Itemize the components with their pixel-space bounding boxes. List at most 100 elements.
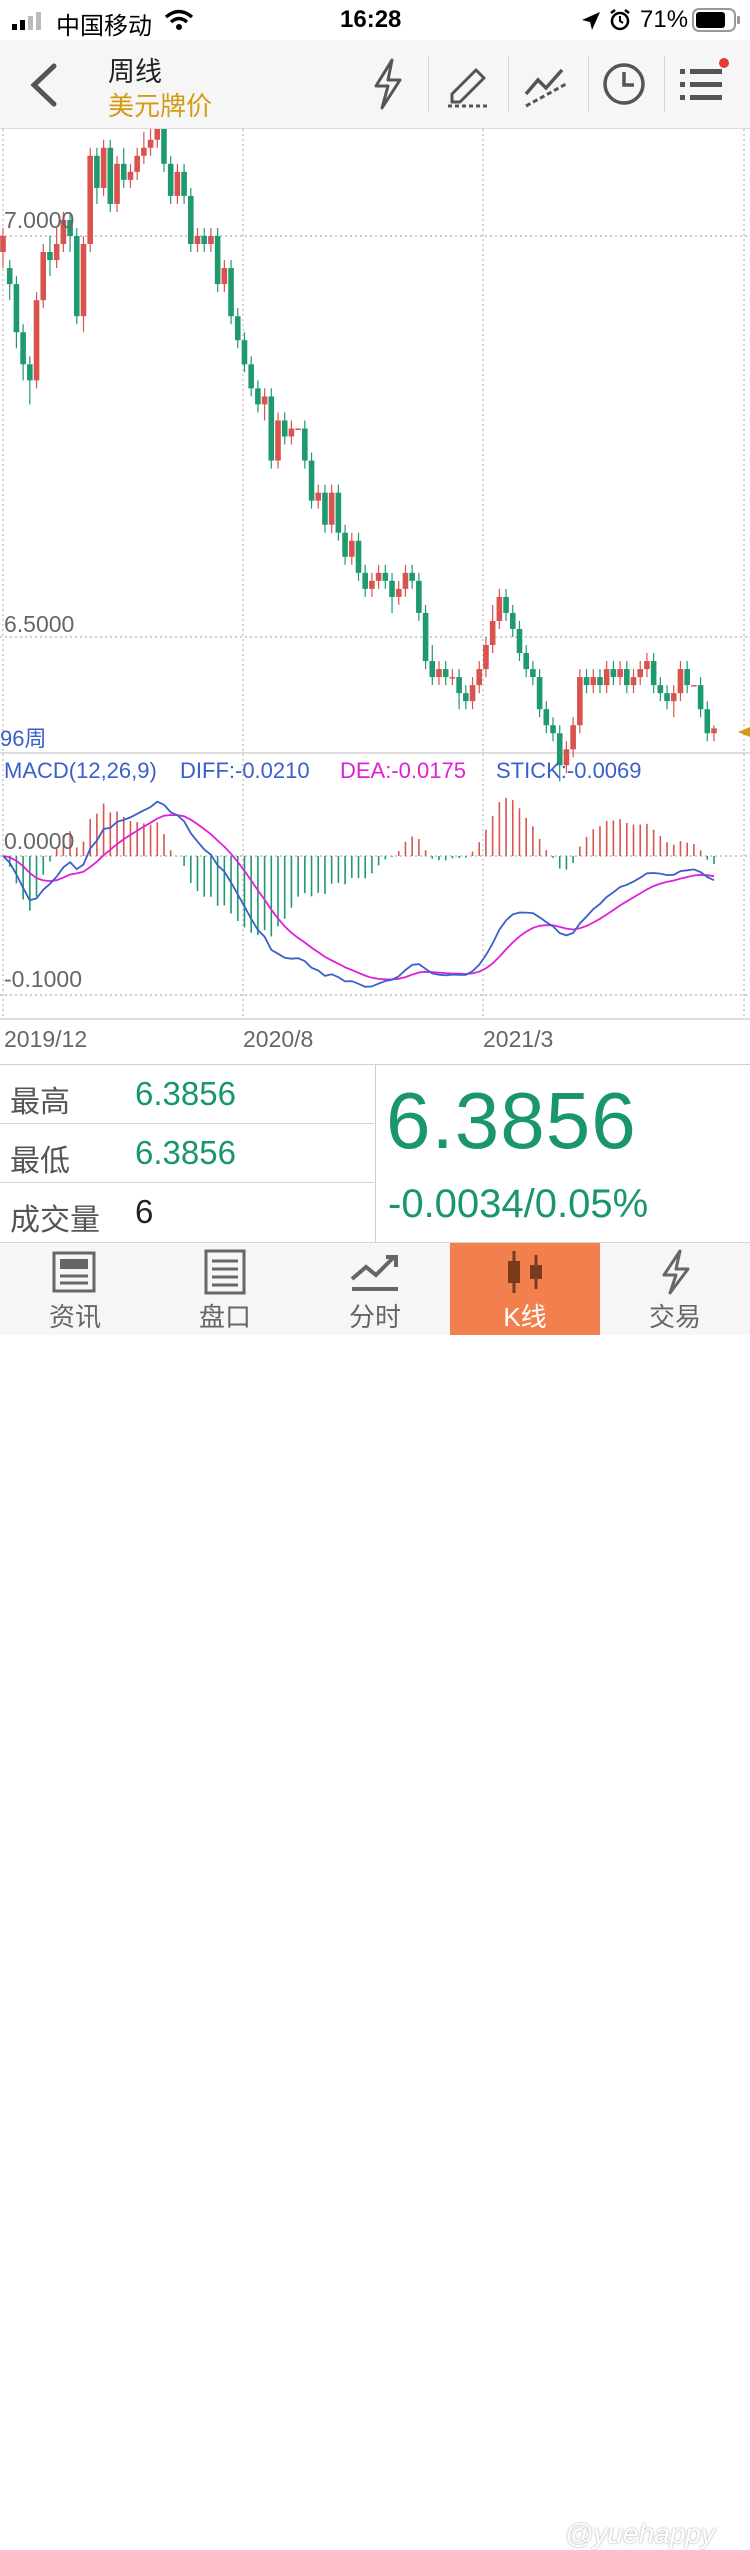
candle-body [181, 171, 187, 196]
trendline-button[interactable] [516, 54, 576, 114]
candle-body [597, 677, 603, 686]
candle-body [281, 420, 288, 437]
price-change: -0.0034/0.05% [388, 1182, 649, 1226]
candle-body [0, 236, 6, 253]
candle-body [120, 163, 127, 180]
macd-tick-label: -0.1000 [4, 966, 82, 992]
candle-body [47, 252, 53, 261]
candle-body [369, 580, 375, 589]
history-button[interactable] [594, 54, 654, 114]
candle-body [657, 685, 664, 694]
candle-body [94, 155, 100, 188]
tab-timeshare[interactable]: 分时 [300, 1243, 450, 1335]
candle-body [288, 428, 295, 437]
candle-body [711, 728, 717, 734]
tab-label: 分时 [348, 1302, 401, 1332]
date-axis-label: 2020/8 [243, 1026, 313, 1052]
kline-chart[interactable]: 7.0000 6.5000 96周 MACD(12,26,9) DIFF:-0.… [0, 129, 750, 1064]
menu-button[interactable] [672, 54, 732, 114]
candle-body [161, 129, 167, 164]
candle-body [134, 155, 140, 172]
tab-trade[interactable]: 交易 [600, 1243, 750, 1335]
low-value: 6.3856 [135, 1134, 236, 1171]
status-bar: 中国移动 16:28 71% [0, 0, 750, 40]
candle-body [174, 171, 181, 196]
flash-button[interactable] [358, 54, 418, 114]
news-icon [52, 1251, 96, 1293]
candle-body [449, 677, 456, 679]
watermark-text: @yuehappy [565, 2518, 715, 2549]
candle-body [483, 645, 489, 670]
candle-body [523, 653, 529, 670]
candle-body [577, 677, 583, 726]
candle-body [40, 252, 47, 301]
candle-body [167, 163, 174, 196]
dea-value-label: DEA:-0.0175 [340, 758, 466, 783]
price-tick-label: 6.5000 [4, 611, 74, 637]
candle-body [308, 460, 315, 501]
candle-body [637, 669, 644, 678]
candle-body [429, 661, 436, 678]
candle-body [684, 669, 690, 686]
candle-body [114, 163, 120, 204]
kline-chart-svg[interactable]: 7.0000 6.5000 96周 MACD(12,26,9) DIFF:-0.… [0, 129, 750, 1064]
battery-icon [692, 8, 740, 32]
candle-body [147, 139, 154, 148]
carrier-label: 中国移动 [56, 13, 152, 40]
tab-news[interactable]: 资讯 [0, 1243, 150, 1335]
candle-body [509, 612, 516, 629]
candle-body [644, 661, 650, 670]
quote-high-row: 最高 6.3856 [0, 1065, 374, 1124]
candle-body [228, 268, 234, 317]
clock-time: 16:28 [340, 6, 402, 33]
draw-button[interactable] [438, 54, 498, 114]
candle-body [603, 669, 610, 686]
timeshare-icon [350, 1255, 398, 1291]
current-price: 6.3856 [386, 1076, 637, 1165]
page-subtitle: 美元牌价 [108, 91, 213, 121]
period-count-label: 96周 [0, 726, 46, 751]
draw-pen-icon [448, 68, 488, 108]
candle-body [302, 428, 308, 461]
candle-body [214, 236, 221, 285]
candle-body [516, 628, 523, 654]
toolbar-divider [428, 56, 429, 112]
candle-body [530, 669, 536, 678]
stick-value-label: STICK:-0.0069 [496, 758, 642, 783]
current-price-marker [738, 727, 750, 737]
volume-label: 成交量 [10, 1204, 100, 1237]
tab-label: 盘口 [198, 1302, 251, 1332]
candle-body [268, 396, 275, 461]
candle-body [416, 580, 422, 613]
page-title: 周线 [108, 57, 162, 87]
candle-body [536, 677, 543, 710]
tab-kline[interactable]: K线 [450, 1243, 600, 1335]
candle-body [550, 725, 556, 734]
date-axis-label: 2021/3 [483, 1026, 553, 1052]
tab-orderbook[interactable]: 盘口 [150, 1243, 300, 1335]
candle-body [342, 532, 348, 557]
candle-body [463, 693, 469, 702]
candle-body [650, 661, 657, 686]
wifi-icon [164, 9, 194, 30]
candle-body [20, 332, 26, 365]
candle-body [248, 364, 254, 389]
diff-value-label: DIFF:-0.0210 [180, 758, 310, 783]
candle-body [489, 620, 496, 646]
candle-body [624, 669, 630, 686]
dea-line [2, 814, 715, 981]
back-icon[interactable] [26, 62, 60, 108]
toolbar-divider [664, 56, 665, 112]
candle-body [422, 612, 429, 662]
location-icon [582, 12, 600, 30]
candle-body [234, 316, 241, 341]
candle-body [670, 693, 677, 702]
quote-panel: 最高 6.3856 最低 6.3856 成交量 6 6.3856 -0.0034… [0, 1064, 750, 1243]
orderbook-icon [204, 1249, 246, 1295]
candle-body [188, 195, 194, 245]
candle-body [201, 236, 208, 245]
toolbar-divider [588, 56, 589, 112]
candle-body [630, 677, 637, 686]
candle-body [469, 685, 476, 702]
candle-body [442, 669, 449, 678]
